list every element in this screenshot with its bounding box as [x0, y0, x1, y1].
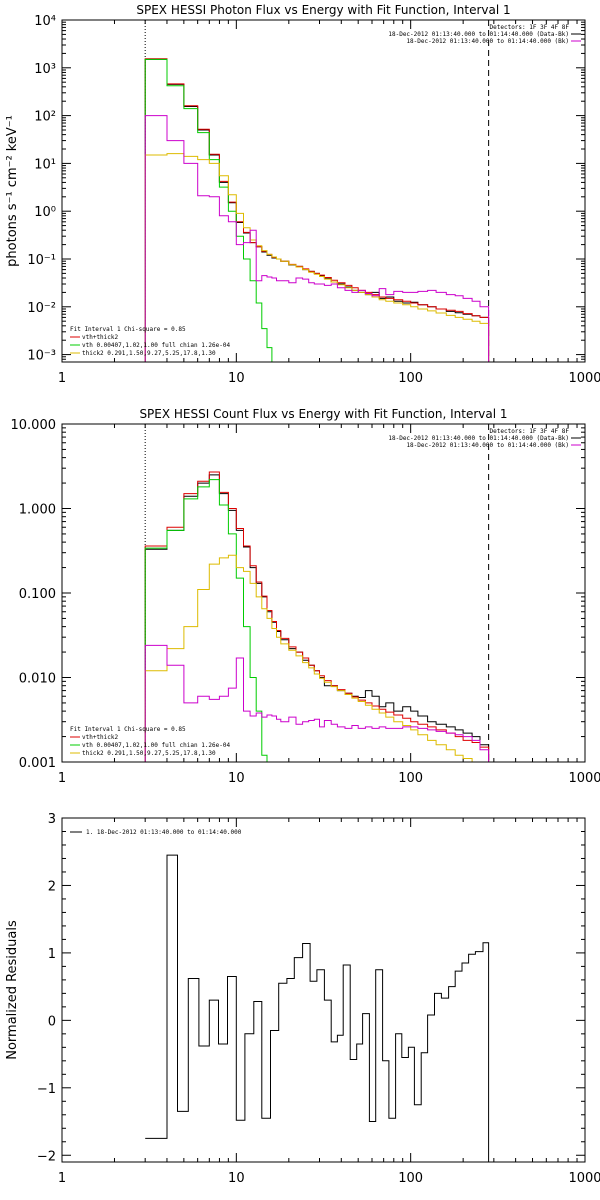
- series-thick2: [144, 554, 481, 762]
- x-tick-label: 10: [228, 371, 245, 386]
- x-tick-label: 1000: [568, 1171, 600, 1186]
- y-tick-label: 10⁻²: [27, 301, 56, 316]
- chart-title: SPEX HESSI Photon Flux vs Energy with Fi…: [136, 3, 510, 17]
- legend-topleft-entry: 1. 18-Dec-2012 01:13:40.000 to 01:14:40.…: [86, 829, 242, 836]
- series-bk: [144, 644, 490, 762]
- legend-bottomleft-entry: vth+thick2: [82, 334, 119, 341]
- y-tick-label: 1.000: [19, 503, 56, 518]
- chart-panel-2: SPEX HESSI Count Flux vs Energy with Fit…: [11, 407, 600, 786]
- series-group: [145, 854, 490, 1162]
- y-tick-label: −1: [37, 1082, 56, 1097]
- series-thick2: [144, 153, 490, 362]
- y-tick-label: 0.100: [19, 587, 56, 602]
- series-group: [144, 471, 490, 762]
- y-tick-label: 10.000: [11, 418, 57, 433]
- legend-bottomleft-entry: vth+thick2: [82, 734, 119, 741]
- x-tick-label: 100: [398, 1171, 423, 1186]
- legend-bottomleft-entry: vth 0.00407,1.02,1.00 full chian 1.26e-0…: [82, 342, 230, 349]
- legend-bottomleft-entry: Fit Interval 1 Chi-square = 0.85: [70, 326, 186, 333]
- y-tick-label: 10¹: [34, 157, 56, 172]
- legend-topright-entry: 18-Dec-2012 01:13:40.000 to 01:14:40.000…: [388, 31, 569, 38]
- y-tick-label: 10⁴: [34, 14, 56, 29]
- chart-panel-1: SPEX HESSI Photon Flux vs Energy with Fi…: [5, 3, 600, 386]
- series-data-bk: [144, 474, 490, 762]
- series-vth: [144, 58, 273, 362]
- x-tick-label: 1000: [568, 771, 600, 786]
- y-tick-label: 10⁻³: [27, 349, 56, 364]
- y-tick-label: −2: [37, 1149, 56, 1164]
- y-tick-label: 10⁻¹: [27, 253, 56, 268]
- legend-topright-entry: 18-Dec-2012 01:13:40.000 to 01:14:40.000…: [406, 442, 569, 449]
- x-tick-label: 1000: [568, 371, 600, 386]
- y-tick-label: 0.001: [19, 756, 56, 771]
- plot-frame: [61, 19, 586, 363]
- chart-panel-3: 1 10 100 1000 −2 −1 0 1 2 3 Normalized Residuals 1.…: [5, 812, 600, 1186]
- y-axis-label: photons s⁻¹ cm⁻² keV⁻¹: [5, 115, 20, 267]
- y-tick-label: 10²: [34, 110, 56, 125]
- series-group: [144, 58, 490, 362]
- y-tick-label: 0.010: [19, 672, 56, 687]
- x-tick-label: 100: [398, 771, 423, 786]
- x-tick-label: 10: [228, 771, 245, 786]
- series-vth: [144, 479, 268, 762]
- x-tick-label: 1: [58, 771, 66, 786]
- series-residuals: [145, 854, 490, 1162]
- legend-bottomleft-entry: thick2 0.291,1.50,9.27,5.25,17.8,1.30: [82, 750, 216, 757]
- x-tick-label: 1: [58, 1171, 66, 1186]
- y-axis-label: Normalized Residuals: [5, 920, 20, 1060]
- y-tick-label: 10³: [34, 62, 56, 77]
- legend-bottomleft-entry: Fit Interval 1 Chi-square = 0.85: [70, 726, 186, 733]
- legend-bottomleft-entry: thick2 0.291,1.50,9.27,5.25,17.8,1.30: [82, 350, 216, 357]
- legend-topright-entry: Detectors: 1F 3F 4F 8F: [490, 24, 570, 31]
- legend-topright-entry: 18-Dec-2012 01:13:40.000 to 01:14:40.000…: [388, 435, 569, 442]
- y-tick-label: 1: [48, 947, 56, 962]
- y-tick-label: 0: [48, 1014, 56, 1029]
- legend-bottomleft-entry: vth 0.00407,1.02,1.00 full chian 1.26e-0…: [82, 742, 230, 749]
- legend-topright-entry: 18-Dec-2012 01:13:40.000 to 01:14:40.000…: [406, 38, 569, 45]
- y-tick-label: 2: [48, 879, 56, 894]
- plot-frame: [61, 817, 586, 1163]
- series-vth-thick2: [144, 471, 490, 762]
- series-bk: [144, 115, 490, 362]
- chart-title: SPEX HESSI Count Flux vs Energy with Fit…: [139, 407, 507, 421]
- y-tick-label: 10⁰: [34, 205, 56, 220]
- x-tick-label: 1: [58, 371, 66, 386]
- plot-frame: [61, 423, 586, 763]
- legend-topright-entry: Detectors: 1F 3F 4F 8F: [490, 428, 570, 435]
- x-tick-label: 100: [398, 371, 423, 386]
- series-data-bk: [144, 58, 490, 362]
- x-tick-label: 10: [228, 1171, 245, 1186]
- y-tick-label: 3: [48, 812, 56, 827]
